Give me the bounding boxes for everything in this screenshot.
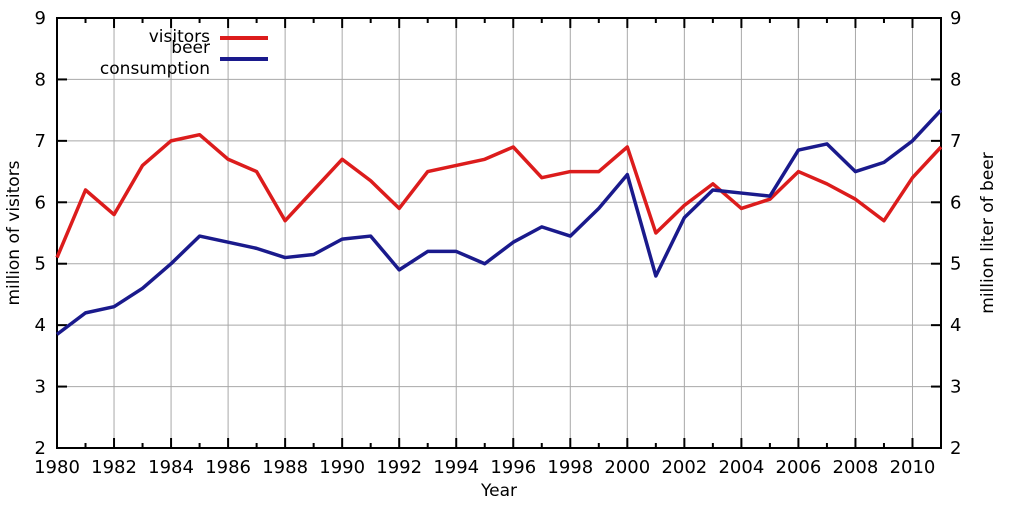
y-tick-label-right: 5 (950, 254, 961, 275)
visitors-swatch-line (220, 35, 268, 40)
y-tick-label-right: 6 (950, 192, 961, 213)
beer-consumption-swatch-line (220, 56, 268, 61)
plot-border (56, 17, 942, 449)
right-axis-title: million liter of beer (978, 152, 998, 314)
x-tick-label: 2008 (833, 457, 879, 478)
y-tick-label-right: 9 (950, 8, 961, 29)
y-tick-label-left: 6 (35, 192, 46, 213)
visitors-line-swatch (220, 35, 268, 40)
x-tick-label: 1984 (148, 457, 194, 478)
x-tick-label: 1986 (205, 457, 251, 478)
y-tick-label-right: 7 (950, 131, 961, 152)
legend: visitors beer consumption (60, 27, 268, 79)
x-tick-label: 2006 (776, 457, 822, 478)
y-tick-label-left: 3 (35, 377, 46, 398)
legend-label-beer-consumption: beer consumption (99, 37, 210, 79)
visitors-line (55, 132, 943, 259)
y-tick-label-left: 9 (35, 8, 46, 29)
y-tick-label-left: 8 (35, 69, 46, 90)
x-tick-label: 1998 (547, 457, 593, 478)
x-tick-label: 2004 (718, 457, 764, 478)
x-tick-label: 2002 (661, 457, 707, 478)
x-tick-label: 2010 (890, 457, 936, 478)
y-tick-label-right: 2 (950, 438, 961, 459)
y-tick-label-right: 3 (950, 377, 961, 398)
y-tick-label-left: 5 (35, 254, 46, 275)
y-tick-label-right: 8 (950, 69, 961, 90)
y-tick-label-left: 2 (35, 438, 46, 459)
beer-consumption-line-swatch (220, 56, 268, 61)
y-tick-label-left: 7 (35, 131, 46, 152)
legend-label-visitors: visitors (148, 27, 210, 47)
x-tick-label: 1990 (319, 457, 365, 478)
x-tick-label: 1994 (433, 457, 479, 478)
beer-consumption-line (55, 108, 943, 336)
x-tick-label: 1988 (262, 457, 308, 478)
x-tick-label: 1982 (91, 457, 137, 478)
x-tick-label: 2000 (604, 457, 650, 478)
x-tick-label: 1996 (490, 457, 536, 478)
y-tick-label-left: 4 (35, 315, 46, 336)
x-tick-label: 1992 (376, 457, 422, 478)
y-tick-label-right: 4 (950, 315, 961, 336)
left-axis-title: million of visitors (4, 160, 24, 306)
x-tick-label: 1980 (34, 457, 80, 478)
x-axis-title: Year (481, 481, 517, 501)
